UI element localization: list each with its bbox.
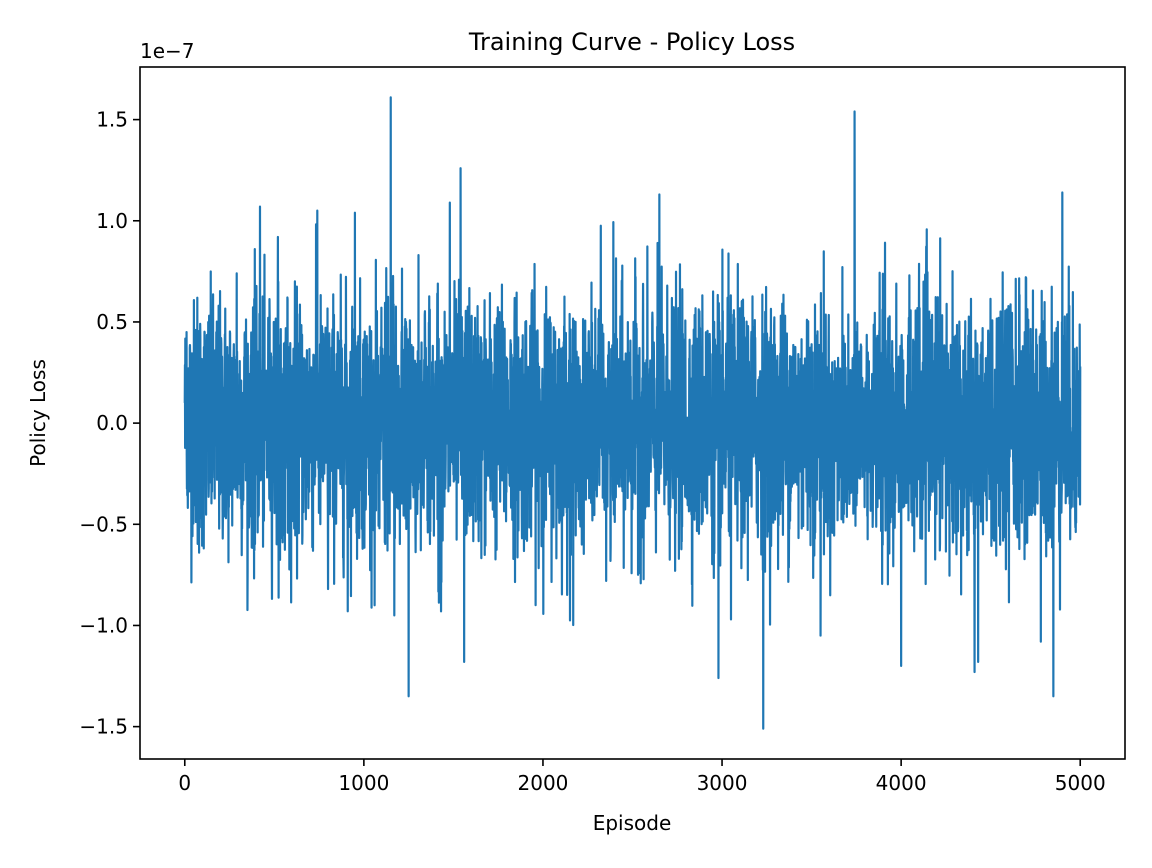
x-tick-label: 3000 (697, 771, 748, 795)
x-tick-label: 1000 (338, 771, 389, 795)
y-tick-label: 1.5 (96, 108, 128, 132)
x-tick-label: 0 (178, 771, 191, 795)
y-axis-ticks: −1.5 −1.0 −0.5 0.0 0.5 1.0 1.5 (79, 108, 140, 739)
chart-title: Training Curve - Policy Loss (468, 28, 795, 56)
x-tick-label: 5000 (1055, 771, 1106, 795)
series-line (183, 96, 1082, 730)
series-group (183, 96, 1082, 730)
y-tick-label: −0.5 (79, 512, 128, 536)
plot-area (139, 66, 1126, 760)
y-tick-label: 0.0 (96, 411, 128, 435)
y-tick-label: −1.5 (79, 715, 128, 739)
y-tick-label: 0.5 (96, 310, 128, 334)
y-tick-label: 1.0 (96, 209, 128, 233)
x-tick-label: 4000 (876, 771, 927, 795)
y-axis-multiplier: 1e−7 (140, 39, 195, 63)
y-axis-label: Policy Loss (26, 359, 50, 467)
x-axis-label: Episode (593, 811, 672, 835)
x-tick-label: 2000 (518, 771, 569, 795)
y-tick-label: −1.0 (79, 613, 128, 637)
axes-frame (139, 66, 1126, 760)
x-axis-ticks: 0 1000 2000 3000 4000 5000 (178, 759, 1106, 795)
